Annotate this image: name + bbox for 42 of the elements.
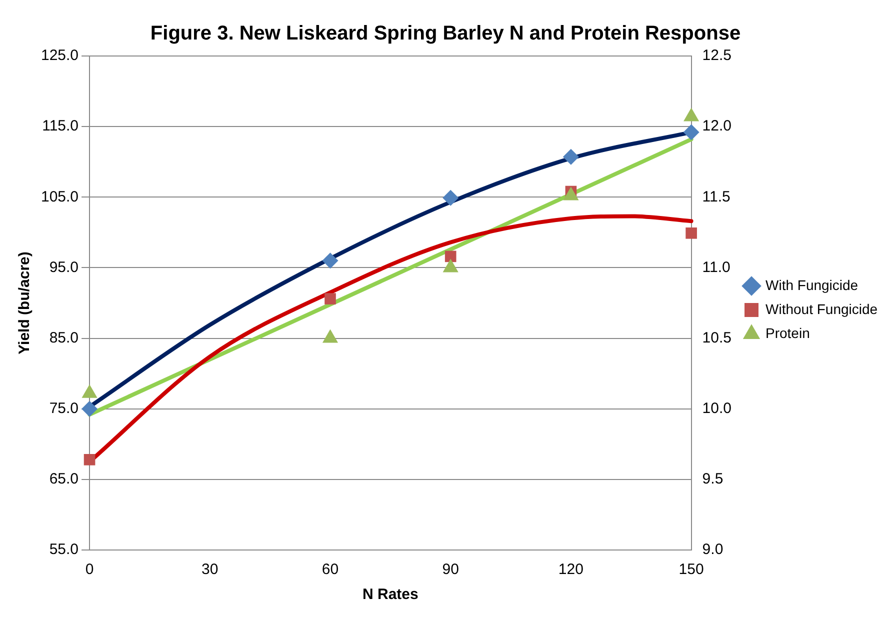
x-tick-label: 150	[678, 561, 704, 578]
y2-tick-label: 10.5	[702, 329, 732, 346]
point	[322, 329, 338, 343]
y2-tick-label: 9.0	[702, 541, 724, 558]
chart-title: Figure 3. New Liskeard Spring Barley N and Protein Response	[150, 22, 741, 45]
point	[82, 384, 98, 398]
legend-label: Protein	[766, 324, 810, 341]
y2-tick-label: 11.0	[702, 258, 730, 276]
x-tick-label: 120	[558, 561, 584, 578]
y-tick-label: 55.0	[49, 541, 79, 558]
y2-tick-label: 12.0	[702, 118, 732, 135]
y2-tick-label: 12.5	[702, 47, 732, 64]
point	[563, 186, 579, 200]
point	[442, 258, 458, 272]
y2-tick-label: 9.5	[702, 470, 724, 488]
y-tick-label: 105.0	[40, 188, 79, 206]
y-tick-label: 125.0	[40, 47, 79, 64]
legend-label: With Fungicide	[766, 276, 858, 293]
x-tick-label: 60	[322, 561, 339, 578]
point	[686, 227, 697, 239]
x-tick-label: 0	[85, 561, 94, 578]
point	[442, 190, 459, 206]
y-tick-label: 85.0	[49, 329, 79, 346]
y-tick-label: 65.0	[49, 470, 79, 488]
y2-tick-label: 10.0	[702, 400, 732, 417]
point	[324, 293, 336, 304]
y-tick-label: 115.0	[42, 118, 79, 135]
y-tick-label: 75.0	[49, 400, 79, 417]
point	[444, 250, 456, 262]
point	[683, 124, 700, 140]
y-axis-title: Yield (bu/acre)	[16, 252, 34, 354]
y2-tick-label: 11.5	[702, 188, 730, 206]
point	[82, 400, 98, 417]
point	[562, 148, 579, 165]
point	[322, 252, 338, 269]
x-axis-title: N Rates	[362, 586, 418, 604]
x-tick-label: 30	[202, 561, 218, 578]
legend-label: Without Fungicide	[766, 300, 878, 317]
y-tick-label: 95.0	[49, 258, 79, 276]
x-tick-label: 90	[442, 561, 459, 578]
point	[84, 454, 96, 466]
point	[684, 108, 700, 122]
